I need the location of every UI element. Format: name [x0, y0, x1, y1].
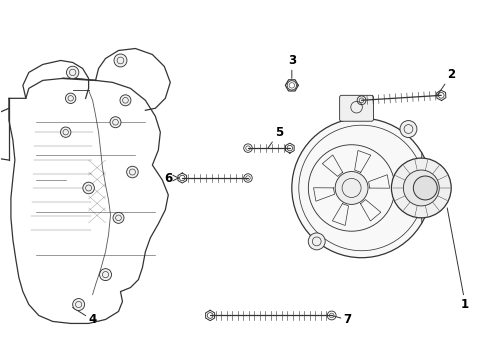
- FancyBboxPatch shape: [340, 95, 373, 121]
- Circle shape: [400, 121, 417, 138]
- Text: 7: 7: [332, 314, 352, 327]
- Circle shape: [110, 117, 121, 128]
- Text: 5: 5: [268, 126, 283, 148]
- Circle shape: [73, 298, 85, 310]
- Circle shape: [120, 95, 131, 106]
- Circle shape: [335, 172, 368, 204]
- Circle shape: [99, 269, 112, 280]
- Text: 4: 4: [73, 307, 97, 327]
- Circle shape: [114, 54, 127, 67]
- Text: 1: 1: [447, 208, 469, 311]
- Text: 6: 6: [164, 171, 172, 185]
- Circle shape: [392, 158, 451, 218]
- Circle shape: [292, 118, 431, 258]
- Text: 2: 2: [437, 68, 455, 95]
- Circle shape: [308, 233, 325, 250]
- Circle shape: [126, 166, 138, 178]
- Circle shape: [403, 170, 439, 206]
- Circle shape: [113, 212, 124, 223]
- Text: 3: 3: [288, 54, 296, 78]
- Circle shape: [414, 176, 437, 200]
- Circle shape: [83, 182, 95, 194]
- Circle shape: [67, 66, 79, 78]
- Circle shape: [66, 93, 76, 103]
- Circle shape: [60, 127, 71, 138]
